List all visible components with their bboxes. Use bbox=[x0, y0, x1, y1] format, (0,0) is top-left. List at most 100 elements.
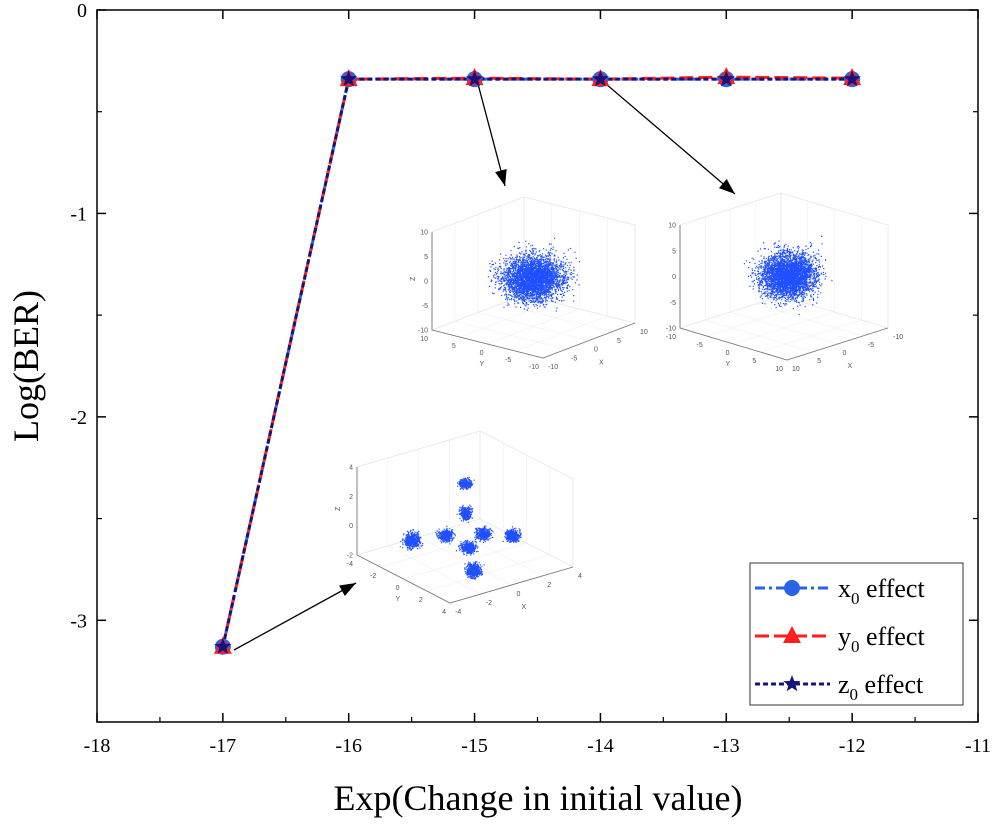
inset-x-tick-label: 10 bbox=[640, 329, 648, 336]
inset-x-tick-label: -4 bbox=[455, 609, 461, 616]
inset-x-tick-label: 0 bbox=[594, 347, 598, 354]
data-point-star bbox=[717, 70, 735, 87]
arrow-head bbox=[339, 583, 356, 596]
inset-z-tick-label: 0 bbox=[349, 523, 353, 530]
inset-y-tick-label: 10 bbox=[420, 336, 428, 343]
x-axis-title: Exp(Change in initial value) bbox=[334, 778, 743, 818]
x-tick-label: -14 bbox=[587, 735, 614, 757]
data-point-star bbox=[843, 70, 861, 87]
inset-y-tick-label: 2 bbox=[419, 597, 423, 604]
annotation-arrows bbox=[233, 83, 736, 651]
inset-z-tick-label: 2 bbox=[349, 494, 353, 501]
data-point-star bbox=[591, 70, 609, 87]
x-tick-label: -17 bbox=[210, 735, 237, 757]
inset-x-tick-label: -5 bbox=[571, 355, 577, 362]
inset-grid bbox=[500, 303, 613, 333]
inset-axes bbox=[356, 467, 574, 604]
inset-x-tick-label: 5 bbox=[617, 338, 621, 345]
inset-x-label: X bbox=[848, 363, 853, 370]
arrow-line bbox=[605, 83, 736, 195]
y-tick-label: 0 bbox=[77, 0, 87, 22]
inset-grid bbox=[449, 527, 543, 577]
inset-y-tick-label: 5 bbox=[452, 343, 456, 350]
inset-x-tick-label: -5 bbox=[868, 342, 874, 349]
legend-marker-star bbox=[783, 675, 801, 692]
legend-marker-triangle bbox=[783, 626, 801, 643]
inset-z-tick-label: 0 bbox=[424, 279, 428, 286]
inset-grid bbox=[760, 319, 862, 353]
series-line-y0-effect bbox=[221, 75, 853, 648]
inset-z-tick-label: -5 bbox=[670, 300, 676, 307]
inset-z-label: Z bbox=[410, 276, 417, 281]
x-tick-label: -18 bbox=[84, 735, 111, 757]
data-point-star bbox=[466, 70, 484, 87]
inset-grid bbox=[418, 536, 512, 586]
data-point-star bbox=[340, 70, 358, 87]
x-tick-label: -15 bbox=[461, 735, 488, 757]
inset-y-tick-label: -4 bbox=[347, 561, 353, 568]
inset-y-label: Y bbox=[396, 596, 401, 603]
inset-y-tick-label: 0 bbox=[396, 585, 400, 592]
inset-z-tick-label: -2 bbox=[347, 553, 353, 560]
y-tick-label: -1 bbox=[70, 203, 87, 225]
inset-y-tick-label: 0 bbox=[726, 350, 730, 357]
inset-y-tick-label: 4 bbox=[442, 609, 446, 616]
inset-axes bbox=[431, 232, 636, 359]
arrow-head bbox=[495, 168, 507, 186]
inset-x-tick-label: 5 bbox=[817, 358, 821, 365]
inset-z-tick-label: 0 bbox=[672, 274, 676, 281]
inset-z-tick-label: 10 bbox=[668, 223, 676, 230]
inset-y-tick-label: -10 bbox=[666, 334, 676, 341]
inset-x-label: X bbox=[522, 604, 527, 611]
series-lines bbox=[221, 75, 853, 648]
inset-y-tick-label: -2 bbox=[370, 573, 376, 580]
data-point-star bbox=[214, 637, 232, 654]
inset-z-tick-label: -5 bbox=[422, 303, 428, 310]
inset-z-tick-label: 4 bbox=[349, 465, 353, 472]
inset-x-tick-label: 0 bbox=[517, 591, 521, 598]
inset-y-tick-label: -5 bbox=[697, 342, 703, 349]
arrow-line bbox=[233, 582, 357, 651]
inset-grid bbox=[477, 312, 590, 341]
inset-scatter-points bbox=[487, 237, 581, 312]
inset-x-tick-label: -10 bbox=[893, 334, 903, 341]
inset-y-label: Y bbox=[480, 361, 485, 368]
legend: x0 effect y0 effect z0 effect bbox=[749, 562, 964, 706]
legend-label: y0 effect bbox=[838, 622, 925, 656]
inset-y-tick-label: 0 bbox=[480, 350, 484, 357]
inset-y-tick-label: -10 bbox=[529, 364, 539, 371]
inset-grid bbox=[730, 311, 838, 345]
inset-axes bbox=[679, 225, 889, 361]
y-tick-label: -3 bbox=[70, 610, 87, 632]
inset-grid bbox=[515, 315, 608, 352]
y-tick-label: -2 bbox=[70, 407, 87, 429]
inset-grid bbox=[426, 554, 550, 592]
inset-x-tick-label: 0 bbox=[843, 350, 847, 357]
legend-label: z0 effect bbox=[838, 670, 924, 704]
inset-scatter-points bbox=[743, 235, 833, 316]
inset-z-tick-label: 5 bbox=[424, 254, 428, 261]
inset-x-tick-label: 4 bbox=[578, 573, 582, 580]
inset-x-tick-label: 2 bbox=[547, 582, 551, 589]
inset-x-tick-label: -10 bbox=[548, 364, 558, 371]
inset-x-tick-label: 10 bbox=[792, 366, 800, 373]
arrow-head bbox=[718, 179, 735, 194]
inset-z-tick-label: -10 bbox=[418, 328, 428, 335]
inset-z-tick-label: -10 bbox=[666, 326, 676, 333]
inset-grid bbox=[755, 303, 863, 337]
inset-y-tick-label: -5 bbox=[505, 357, 511, 364]
inset-z-tick-label: 10 bbox=[420, 230, 428, 237]
inset-z-label: Z bbox=[335, 506, 342, 511]
series-line-z0-effect bbox=[221, 77, 853, 648]
inset-y-label: Y bbox=[726, 361, 731, 368]
x-tick-label: -16 bbox=[335, 735, 362, 757]
x-tick-label: -12 bbox=[839, 735, 866, 757]
arrow-line bbox=[477, 83, 506, 187]
inset-x-label: X bbox=[599, 360, 604, 367]
inset-y-tick-label: 5 bbox=[752, 358, 756, 365]
